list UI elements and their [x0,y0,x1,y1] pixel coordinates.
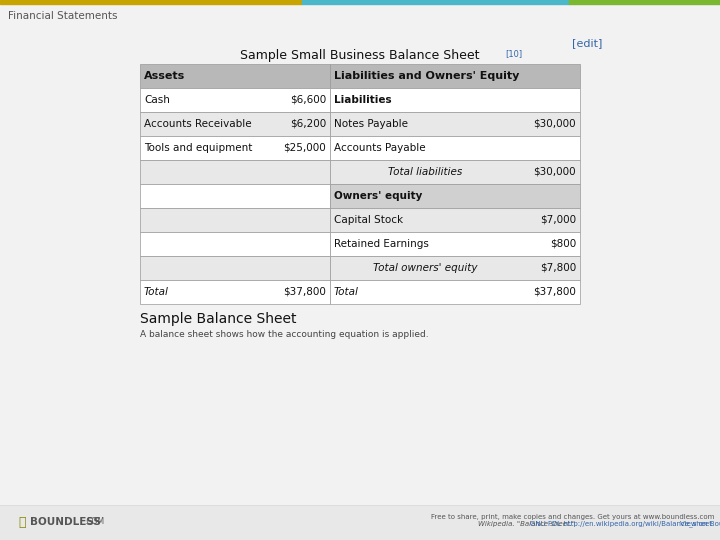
Text: $7,000: $7,000 [540,215,576,225]
Bar [140,64,330,88]
Text: $37,800: $37,800 [283,287,326,297]
Text: Total owners' equity: Total owners' equity [373,263,477,273]
Bar [330,232,580,256]
Text: Total: Total [334,287,359,297]
Bar [140,160,330,184]
Bar [140,112,330,136]
Text: [edit]: [edit] [572,38,603,48]
Text: Sample Balance Sheet: Sample Balance Sheet [140,312,297,326]
Text: Financial Statements: Financial Statements [8,11,117,21]
Text: Notes Payable: Notes Payable [334,119,408,129]
Text: A balance sheet shows how the accounting equation is applied.: A balance sheet shows how the accounting… [140,330,428,339]
Text: .COM: .COM [84,517,104,526]
Text: Liabilities and Owners' Equity: Liabilities and Owners' Equity [334,71,519,81]
Bar [140,88,330,112]
Bar [302,0,569,4]
Bar [330,256,580,280]
Text: View on Boundless.com: View on Boundless.com [680,521,720,527]
Text: $30,000: $30,000 [534,167,576,177]
Text: 🐝: 🐝 [18,516,26,529]
Text: Total liabilities: Total liabilities [388,167,462,177]
Bar [330,64,580,88]
Text: Liabilities: Liabilities [334,95,392,105]
Bar [140,256,330,280]
Text: Wikipedia. "Balance sheet.": Wikipedia. "Balance sheet." [478,521,575,527]
Bar [330,112,580,136]
Text: $25,000: $25,000 [283,143,326,153]
Bar [140,136,330,160]
Bar [0,505,720,506]
Text: $37,800: $37,800 [533,287,576,297]
Bar [140,208,330,232]
Bar [140,232,330,256]
Bar [330,280,580,304]
Bar [330,88,580,112]
Text: BOUNDLESS: BOUNDLESS [30,517,101,527]
Bar [0,0,302,4]
Bar [0,505,720,540]
Text: Accounts Payable: Accounts Payable [334,143,426,153]
Text: Accounts Receivable: Accounts Receivable [144,119,251,129]
Text: $800: $800 [550,239,576,249]
Text: $6,600: $6,600 [289,95,326,105]
Text: Cash: Cash [144,95,170,105]
Bar [140,280,330,304]
Text: [10]: [10] [505,49,522,58]
Text: Tools and equipment: Tools and equipment [144,143,253,153]
Text: Free to share, print, make copies and changes. Get yours at www.boundless.com: Free to share, print, make copies and ch… [431,514,714,520]
Text: $30,000: $30,000 [534,119,576,129]
Text: $6,200: $6,200 [289,119,326,129]
Bar [330,208,580,232]
Bar [330,160,580,184]
Bar [330,184,580,208]
Text: Total: Total [144,287,169,297]
Text: Sample Small Business Balance Sheet: Sample Small Business Balance Sheet [240,49,480,62]
Text: Assets: Assets [144,71,185,81]
Text: $7,800: $7,800 [540,263,576,273]
Text: Retained Earnings: Retained Earnings [334,239,429,249]
Bar [140,184,330,208]
Bar [569,0,720,4]
Text: GNU FDL http://en.wikipedia.org/wiki/Balance_sheet: GNU FDL http://en.wikipedia.org/wiki/Bal… [530,521,712,528]
Text: Owners' equity: Owners' equity [334,191,423,201]
Text: Capital Stock: Capital Stock [334,215,403,225]
Bar [330,136,580,160]
